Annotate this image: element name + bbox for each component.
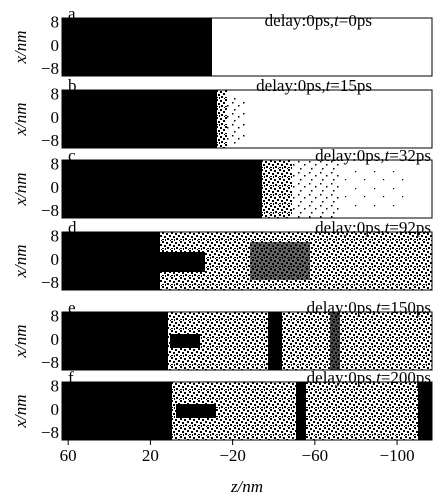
annotation-part: delay:0ps,	[265, 11, 334, 30]
x-axis-label: z/nm	[230, 477, 263, 496]
annotation-part: t	[385, 146, 391, 165]
panel-e: 8 0 −8 x/nm e delay:0ps,t=150ps	[11, 298, 433, 372]
x-tick-label: 20	[142, 446, 159, 465]
y-tick-label: −8	[41, 273, 59, 292]
annotation: delay:0ps,t=200ps	[307, 368, 431, 387]
y-tick-label: 0	[51, 108, 60, 127]
annotation-part: =150ps	[381, 298, 431, 317]
y-tick-label: 8	[51, 13, 60, 32]
annotation-part: delay:0ps,	[307, 368, 376, 387]
dense-band	[418, 382, 432, 440]
y-tick-label: 0	[51, 178, 60, 197]
dense-band	[296, 382, 306, 440]
panel-a: 8 0 −8 x/nm a delay:0ps,t=0ps	[11, 4, 433, 78]
annotation: delay:0ps,t=0ps	[265, 11, 372, 30]
y-axis-label: x/nm	[11, 324, 30, 358]
annotation-part: =32ps	[389, 146, 431, 165]
solid-region	[176, 404, 216, 418]
solid-region	[62, 382, 172, 440]
annotation: delay:0ps,t=92ps	[315, 218, 431, 237]
solid-region	[62, 18, 212, 76]
y-tick-label: 0	[51, 330, 60, 349]
y-tick-label: −8	[41, 59, 59, 78]
annotation-part: delay:0ps,	[315, 146, 384, 165]
annotation-part: =200ps	[381, 368, 431, 387]
y-tick-label: −8	[41, 201, 59, 220]
annotation-part: t	[376, 298, 382, 317]
panel-label: c	[68, 146, 76, 165]
solid-region	[160, 252, 205, 272]
x-tick-label: 60	[60, 446, 77, 465]
y-tick-label: 0	[51, 36, 60, 55]
annotation-part: delay:0ps,	[307, 298, 376, 317]
y-tick-label: 8	[51, 227, 60, 246]
panel-d: 8 0 −8 x/nm d delay:0ps,t=92ps	[11, 218, 433, 292]
y-tick-label: 8	[51, 85, 60, 104]
panel-label: e	[68, 298, 76, 317]
dense-region	[250, 242, 310, 280]
annotation-part: =92ps	[389, 218, 431, 237]
y-tick-label: 8	[51, 307, 60, 326]
panel-label: f	[68, 368, 74, 387]
annotation-part: delay:0ps,	[256, 76, 325, 95]
y-tick-label: 8	[51, 377, 60, 396]
solid-region	[62, 160, 262, 218]
y-tick-label: 0	[51, 400, 60, 419]
y-tick-label: 0	[51, 250, 60, 269]
annotation-part: t	[334, 11, 340, 30]
y-tick-label: −8	[41, 423, 59, 442]
y-axis-label: x/nm	[11, 172, 30, 206]
solid-region	[170, 334, 200, 348]
panel-label: a	[68, 4, 76, 23]
solid-region	[62, 90, 217, 148]
panel-f: 8 0 −8 x/nm f delay:0ps,t=200ps 60 20 −20 −60 −100	[11, 368, 433, 465]
x-tick-label: −60	[302, 446, 329, 465]
annotation-part: t	[376, 368, 382, 387]
panel-c: 8 0 −8 x/nm c delay:0ps,t=32ps	[11, 146, 433, 220]
y-tick-label: 8	[51, 155, 60, 174]
annotation-part: =15ps	[330, 76, 372, 95]
dense-band	[268, 312, 282, 370]
y-axis-label: x/nm	[11, 244, 30, 278]
ablation-region	[217, 90, 227, 148]
x-tick-label: −20	[219, 446, 246, 465]
y-tick-label: −8	[41, 353, 59, 372]
x-tick-label: −100	[380, 446, 415, 465]
annotation-part: delay:0ps,	[315, 218, 384, 237]
panel-label: b	[68, 76, 77, 95]
ablation-region	[168, 312, 432, 370]
y-axis-label: x/nm	[11, 394, 30, 428]
annotation-part: =0ps	[339, 11, 372, 30]
ablation-region	[292, 160, 342, 218]
annotation-part: t	[385, 218, 391, 237]
ablation-region	[342, 165, 412, 213]
y-axis-label: x/nm	[11, 102, 30, 136]
dense-band	[330, 312, 340, 370]
panel-label: d	[68, 218, 77, 237]
y-axis-label: x/nm	[11, 30, 30, 64]
annotation-part: t	[326, 76, 332, 95]
ablation-region	[262, 160, 292, 218]
ablation-region	[227, 98, 245, 144]
annotation: delay:0ps,t=15ps	[256, 76, 372, 95]
panel-b: 8 0 −8 x/nm b delay:0ps,t=15ps	[11, 76, 433, 150]
solid-region	[62, 312, 168, 370]
y-tick-label: −8	[41, 131, 59, 150]
annotation: delay:0ps,t=32ps	[315, 146, 431, 165]
solid-region	[62, 232, 160, 290]
annotation: delay:0ps,t=150ps	[307, 298, 431, 317]
